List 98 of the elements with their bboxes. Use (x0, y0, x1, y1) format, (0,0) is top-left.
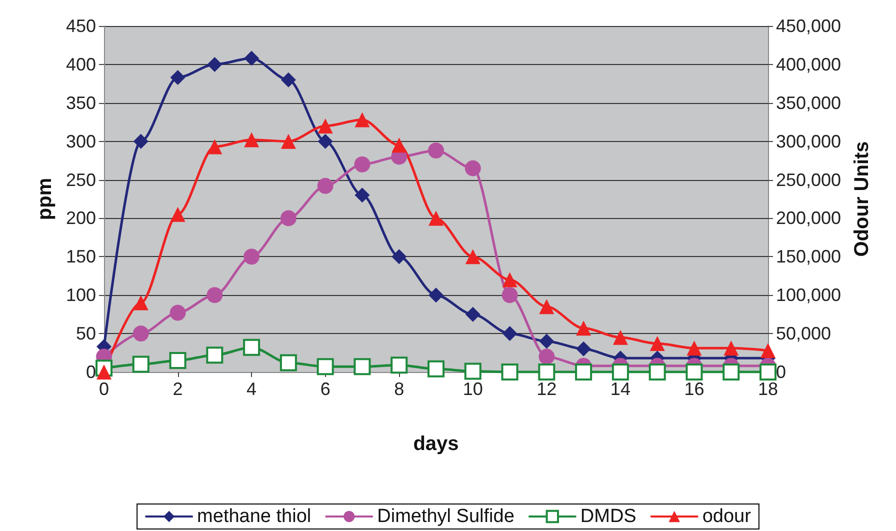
point (318, 134, 333, 149)
point (132, 326, 149, 342)
y2-axis-title: Odour Units (850, 141, 873, 257)
point (133, 134, 148, 149)
point (428, 360, 444, 378)
point (464, 160, 481, 176)
point (392, 249, 407, 264)
x-tick-label: 10 (462, 379, 483, 399)
y-tick-label: 400 (66, 54, 96, 74)
point (538, 348, 555, 365)
x-tick-label: 6 (320, 379, 330, 399)
y2-tick-label: 150,000 (776, 246, 842, 267)
point (354, 156, 370, 172)
legend-label: odour (702, 506, 752, 527)
y2-tick-label: 250,000 (776, 170, 842, 190)
point (502, 272, 518, 288)
point (686, 340, 702, 356)
y2-tick-label: 400,000 (776, 54, 842, 74)
x-axis-title: days (413, 433, 459, 455)
point (244, 50, 260, 66)
y2-tick-label: 100,000 (776, 285, 842, 306)
x-tick-label: 2 (172, 379, 183, 399)
point (686, 364, 703, 380)
point (244, 248, 260, 265)
legend-label: DMDS (580, 506, 636, 527)
point (170, 70, 186, 86)
point (280, 354, 297, 372)
y2-tick-label: 350,000 (776, 92, 842, 113)
point (501, 364, 518, 380)
point (280, 72, 296, 88)
point (502, 326, 518, 342)
y2-tick-label: 50,000 (776, 324, 832, 344)
point (428, 210, 444, 226)
point (354, 358, 371, 376)
legend-label: Dimethyl Sulfide (377, 506, 514, 527)
y2-tick-label: 200,000 (776, 208, 842, 228)
point (206, 287, 223, 304)
y-tick-label: 150 (66, 246, 96, 267)
point (206, 346, 224, 364)
point (317, 178, 334, 194)
point (538, 364, 556, 380)
y-tick-label: 300 (66, 131, 96, 152)
point (316, 358, 334, 376)
point (133, 295, 148, 310)
point (539, 299, 554, 314)
point (280, 134, 296, 149)
y-tick-label: 200 (66, 208, 96, 228)
y-axis-title: ppm (34, 178, 56, 220)
point (428, 288, 444, 303)
point (132, 356, 150, 373)
point (170, 206, 186, 222)
x-tick-label: 16 (684, 379, 704, 399)
x-tick-label: 12 (536, 379, 557, 399)
point (170, 304, 186, 321)
point (207, 56, 222, 72)
point (612, 330, 628, 345)
y2-tick-label: 0 (776, 362, 786, 382)
point (169, 352, 186, 369)
point (280, 210, 296, 226)
point (722, 364, 740, 380)
point (465, 249, 480, 264)
point (575, 364, 592, 380)
y-tick-label: 450 (66, 16, 96, 36)
point (539, 334, 554, 349)
y-tick-label: 250 (66, 170, 96, 190)
y2-tick-label: 450,000 (776, 16, 842, 36)
y-tick-label: 50 (76, 324, 96, 344)
point (318, 118, 333, 134)
x-tick-label: 8 (394, 379, 404, 399)
point (648, 364, 666, 380)
point (612, 364, 629, 380)
point (243, 338, 260, 356)
point (576, 320, 592, 336)
point (650, 336, 665, 352)
point (354, 188, 370, 203)
legend-label: methane thiol (197, 506, 312, 527)
point (760, 342, 776, 358)
y-tick-label: 100 (66, 285, 96, 306)
x-tick-label: 18 (758, 379, 778, 399)
point (390, 356, 408, 374)
x-tick-label: 14 (610, 379, 630, 399)
point (207, 139, 222, 154)
point (464, 362, 482, 380)
point (465, 306, 480, 322)
point (428, 142, 444, 159)
point (354, 112, 370, 128)
y-tick-label: 350 (66, 92, 96, 113)
point (576, 341, 592, 356)
y2-tick-label: 300,000 (776, 131, 842, 152)
point (244, 132, 260, 148)
point (392, 138, 407, 153)
y-tick-label: 0 (86, 362, 96, 382)
point (96, 364, 112, 380)
x-tick-label: 0 (98, 379, 110, 399)
x-tick-label: 4 (246, 379, 257, 399)
point (502, 287, 518, 304)
point (724, 340, 739, 356)
point (760, 364, 776, 380)
